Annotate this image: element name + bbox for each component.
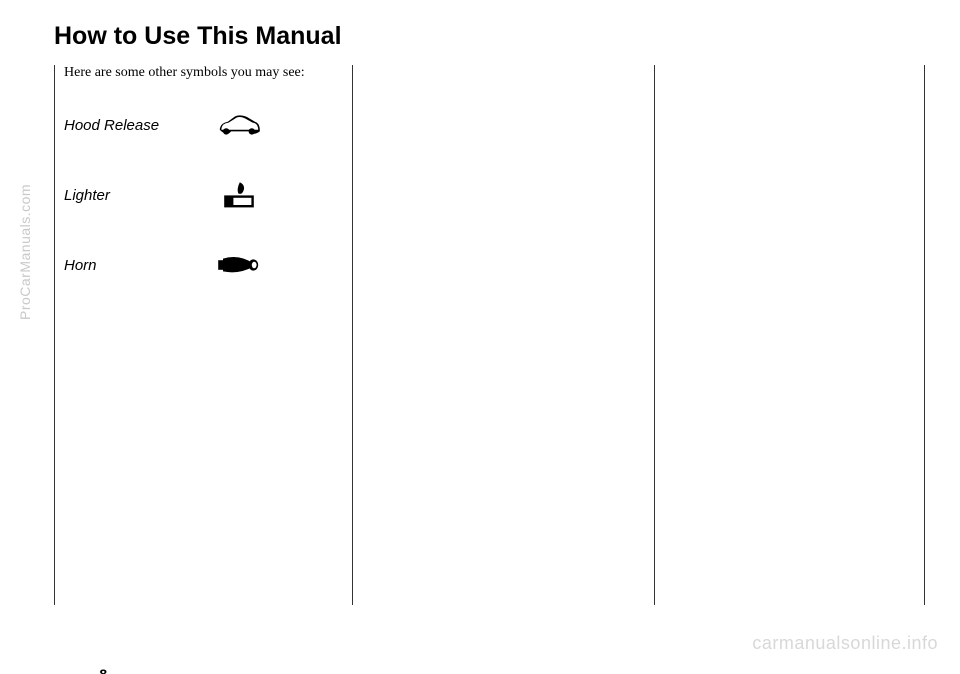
- symbol-row: Hood Release: [64, 105, 338, 145]
- symbol-row: Lighter: [64, 175, 338, 215]
- column-divider: [54, 65, 55, 605]
- symbol-row: Horn: [64, 245, 338, 285]
- manual-page: How to Use This Manual Here are some oth…: [54, 22, 924, 642]
- horn-icon: [214, 245, 264, 285]
- watermark-right: carmanualsonline.info: [752, 633, 938, 654]
- symbol-label: Horn: [64, 257, 214, 274]
- lighter-icon: [214, 175, 264, 215]
- symbol-label: Lighter: [64, 187, 214, 204]
- column-divider: [654, 65, 655, 605]
- page-number: . . . 8: [64, 666, 109, 674]
- hood-release-icon: [214, 105, 264, 145]
- watermark-left: ProCarManuals.com: [17, 184, 33, 320]
- intro-text: Here are some other symbols you may see:: [64, 65, 338, 81]
- column-1: Here are some other symbols you may see:…: [58, 65, 338, 315]
- column-divider: [924, 65, 925, 605]
- symbol-label: Hood Release: [64, 117, 214, 134]
- column-area: Here are some other symbols you may see:…: [54, 65, 924, 605]
- column-divider: [352, 65, 353, 605]
- page-title: How to Use This Manual: [54, 22, 924, 51]
